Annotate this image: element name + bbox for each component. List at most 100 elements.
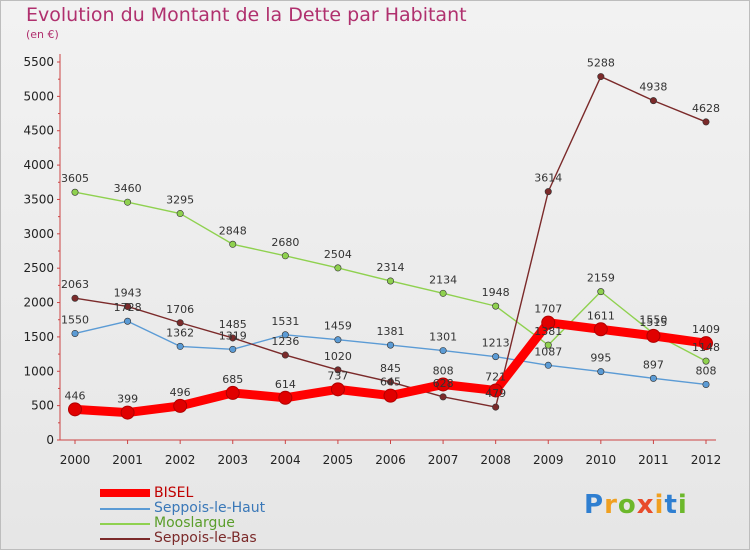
data-point-bisel xyxy=(436,377,451,392)
data-point-seppois-le-haut xyxy=(702,380,710,388)
proxiti-logo: Proxiti xyxy=(584,490,688,520)
data-point-seppois-le-haut xyxy=(492,353,500,361)
x-tick-label: 2005 xyxy=(323,453,354,467)
data-point-bisel xyxy=(646,328,661,343)
data-label-seppois-le-haut: 1319 xyxy=(219,329,247,342)
data-point-seppois-le-haut xyxy=(597,368,605,376)
data-label-seppois-le-bas: 845 xyxy=(380,362,401,375)
data-label-mooslargue: 2848 xyxy=(219,224,247,237)
legend-item-bisel: BISEL xyxy=(96,485,356,501)
data-point-seppois-le-bas xyxy=(176,319,184,327)
data-point-seppois-le-haut xyxy=(229,345,237,353)
data-label-seppois-le-bas: 479 xyxy=(485,387,506,400)
data-point-bisel xyxy=(278,390,293,405)
data-label-seppois-le-haut: 1550 xyxy=(61,313,89,326)
legend-label-bisel: BISEL xyxy=(154,485,194,501)
y-tick-label: 2000 xyxy=(23,296,54,310)
x-tick-label: 2004 xyxy=(270,453,301,467)
data-label-seppois-le-haut: 1362 xyxy=(166,326,194,339)
data-point-seppois-le-haut xyxy=(71,329,79,337)
data-point-mooslargue xyxy=(702,357,710,365)
x-tick-label: 2012 xyxy=(691,453,722,467)
legend: BISEL Seppois-le-Haut Mooslargue Seppois… xyxy=(96,485,356,546)
data-point-mooslargue xyxy=(176,210,184,218)
data-point-seppois-le-bas xyxy=(492,403,500,411)
data-label-seppois-le-bas: 1020 xyxy=(324,350,352,363)
data-point-bisel xyxy=(225,385,240,400)
data-point-mooslargue xyxy=(597,288,605,296)
data-label-mooslargue: 3295 xyxy=(166,194,194,207)
data-point-bisel xyxy=(699,336,713,351)
data-label-bisel: 645 xyxy=(380,376,401,389)
data-label-seppois-le-bas: 628 xyxy=(433,377,454,390)
data-point-mooslargue xyxy=(124,198,132,206)
legend-item-seppois-le-bas: Seppois-le-Bas xyxy=(96,530,356,546)
data-label-seppois-le-haut: 1213 xyxy=(482,337,510,350)
data-label-seppois-le-bas: 3614 xyxy=(534,172,562,185)
x-tick-label: 2010 xyxy=(586,453,617,467)
data-point-seppois-le-haut xyxy=(281,331,289,339)
y-tick-label: 2500 xyxy=(23,261,54,275)
data-point-bisel xyxy=(173,398,188,413)
data-point-seppois-le-haut xyxy=(386,341,394,349)
data-label-seppois-le-bas: 1706 xyxy=(166,303,194,316)
data-point-seppois-le-bas xyxy=(386,378,394,386)
x-tick-label: 2001 xyxy=(112,453,143,467)
data-label-seppois-le-bas: 2063 xyxy=(61,278,89,291)
data-label-bisel: 685 xyxy=(222,373,243,386)
y-tick-label: 0 xyxy=(46,433,54,447)
data-label-seppois-le-haut: 995 xyxy=(590,352,611,365)
data-point-seppois-le-bas xyxy=(281,351,289,359)
data-point-seppois-le-bas xyxy=(229,334,237,342)
legend-swatch-bisel xyxy=(100,489,150,497)
data-label-seppois-le-haut: 1459 xyxy=(324,320,352,333)
chart-title: Evolution du Montant de la Dette par Hab… xyxy=(26,4,467,26)
legend-swatch-seppois-le-bas xyxy=(100,538,150,540)
legend-swatch-mooslargue xyxy=(100,523,150,525)
data-label-mooslargue: 2504 xyxy=(324,248,352,261)
data-point-mooslargue xyxy=(334,264,342,272)
data-label-mooslargue: 3605 xyxy=(61,172,89,185)
data-point-mooslargue xyxy=(439,289,447,297)
data-label-mooslargue: 1948 xyxy=(482,286,510,299)
data-label-mooslargue: 2159 xyxy=(587,272,615,285)
data-label-seppois-le-bas: 4938 xyxy=(639,81,667,94)
data-point-seppois-le-haut xyxy=(439,347,447,355)
data-point-seppois-le-bas xyxy=(544,188,552,196)
data-point-mooslargue xyxy=(281,252,289,260)
y-tick-label: 3000 xyxy=(23,227,54,241)
y-tick-label: 4000 xyxy=(23,158,54,172)
y-tick-label: 500 xyxy=(31,399,54,413)
x-tick-label: 2009 xyxy=(533,453,564,467)
data-label-bisel: 737 xyxy=(327,369,348,382)
data-label-bisel: 721 xyxy=(485,370,506,383)
data-point-bisel xyxy=(488,383,503,398)
x-tick-label: 2008 xyxy=(480,453,511,467)
legend-label-seppois-le-bas: Seppois-le-Bas xyxy=(154,530,257,546)
legend-item-seppois-le-haut: Seppois-le-Haut xyxy=(96,500,356,516)
x-tick-label: 2011 xyxy=(638,453,669,467)
data-point-mooslargue xyxy=(71,188,79,196)
data-label-seppois-le-haut: 1531 xyxy=(271,315,299,328)
chart-subtitle: (en €) xyxy=(26,28,59,41)
data-point-bisel xyxy=(383,388,398,403)
data-point-seppois-le-haut xyxy=(124,317,132,325)
data-label-seppois-le-bas: 1236 xyxy=(271,335,299,348)
data-point-mooslargue xyxy=(544,341,552,349)
data-point-seppois-le-haut xyxy=(334,336,342,344)
data-label-bisel: 1515 xyxy=(639,316,667,329)
x-tick-label: 2007 xyxy=(428,453,459,467)
data-label-seppois-le-bas: 1943 xyxy=(114,286,142,299)
data-point-bisel xyxy=(330,382,345,397)
data-point-mooslargue xyxy=(386,277,394,285)
data-label-seppois-le-haut: 1087 xyxy=(534,345,562,358)
data-label-bisel: 614 xyxy=(275,378,296,391)
data-label-mooslargue: 2314 xyxy=(377,261,405,274)
data-point-mooslargue xyxy=(229,240,237,248)
y-tick-label: 3500 xyxy=(23,192,54,206)
data-point-seppois-le-bas xyxy=(334,366,342,374)
data-point-seppois-le-bas xyxy=(439,393,447,401)
legend-label-mooslargue: Mooslargue xyxy=(154,515,235,531)
